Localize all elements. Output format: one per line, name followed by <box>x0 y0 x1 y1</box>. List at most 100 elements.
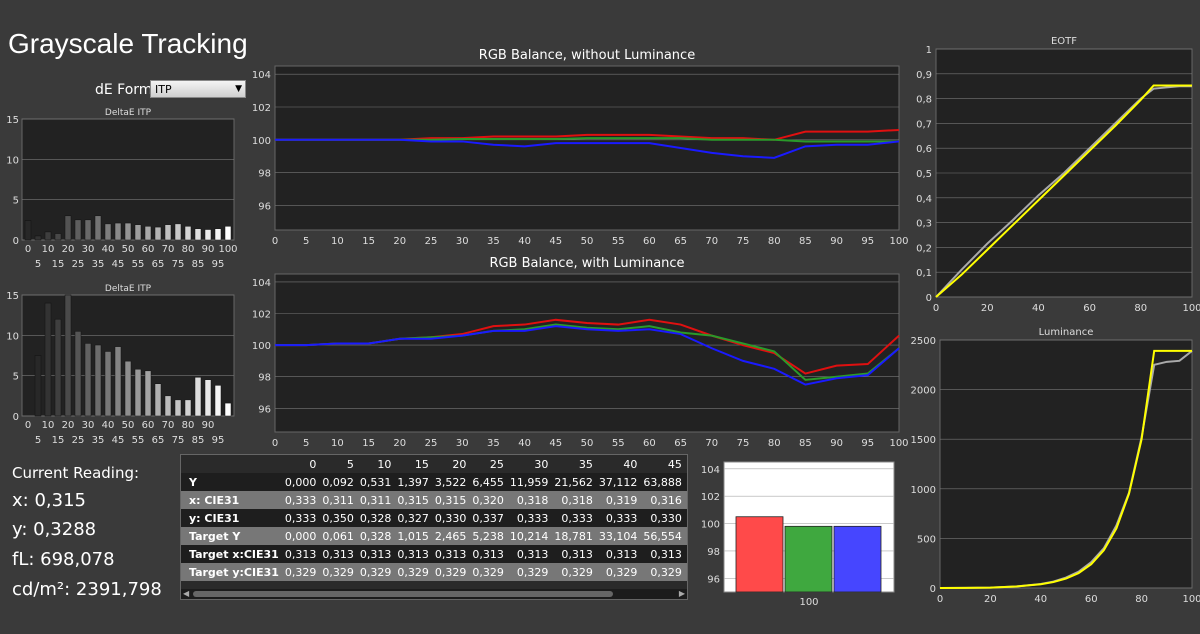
x-tick-label: 60 <box>1085 594 1098 605</box>
table-cell: 21,562 <box>551 473 596 491</box>
table-cell: 0,328 <box>356 527 395 545</box>
rgb-bar-chart: 96 98 100 102 104 100 <box>701 461 895 608</box>
x-tick-label: 90 <box>202 244 215 255</box>
bar <box>224 226 232 241</box>
scroll-left-icon[interactable]: ◀ <box>183 589 190 598</box>
series-line <box>939 349 1192 589</box>
de-formula-select[interactable]: ITP ▼ <box>150 80 246 98</box>
table-header-cell: 40 <box>623 457 638 471</box>
bar <box>94 215 102 241</box>
y-tick-label: 0 <box>13 412 19 423</box>
x-tick-label: 10 <box>42 420 55 431</box>
bar <box>144 370 152 417</box>
table-scrollbar[interactable]: ◀ ▶ <box>181 589 687 599</box>
y-tick-label: 0,3 <box>916 219 932 230</box>
measurement-table[interactable]: 05101520253035404550Y0,0000,0920,5311,39… <box>180 454 688 600</box>
table-cell: 0,329 <box>506 563 552 581</box>
x-tick-label: 70 <box>162 244 175 255</box>
bar <box>134 368 142 417</box>
de-formula-value: ITP <box>155 83 172 96</box>
bar <box>44 302 52 417</box>
x-tick-label: 5 <box>35 259 41 270</box>
table-header-cell: 5 <box>346 457 354 471</box>
chart-title: Luminance <box>1039 327 1094 338</box>
y-tick-label: 5 <box>13 196 19 207</box>
x-tick-label: 85 <box>192 259 205 270</box>
table-cell: 0,000 <box>281 527 320 545</box>
x-tick-label: 60 <box>643 236 656 247</box>
x-tick-label: 0 <box>25 420 31 431</box>
table-cell: 0,329 <box>319 563 357 581</box>
y-tick-label: 96 <box>258 404 271 415</box>
x-tick-label: 20 <box>984 594 997 605</box>
bar <box>54 318 62 417</box>
table-cell: 0,350 <box>319 509 357 527</box>
x-tick-label: 90 <box>202 420 215 431</box>
x-tick-label: 30 <box>456 236 469 247</box>
table-cell: 63,888 <box>640 473 685 491</box>
bar <box>164 224 172 241</box>
bar <box>224 402 232 417</box>
x-tick-label: 55 <box>612 438 625 449</box>
x-tick-label: 45 <box>549 236 562 247</box>
x-tick-label: 15 <box>52 259 65 270</box>
y-tick-label: 0,5 <box>916 169 932 180</box>
table-cell: 0,313 <box>640 545 685 563</box>
x-tick-label: 50 <box>122 420 135 431</box>
table-cell: 0,329 <box>640 563 685 581</box>
reading-fl: fL: 698,078 <box>12 549 115 570</box>
table-cell: 0,330 <box>431 509 470 527</box>
table-cell: 94,378 <box>684 527 687 545</box>
chart-title: EOTF <box>1051 36 1077 47</box>
x-tick-label: 40 <box>102 244 115 255</box>
table-header-cell: 25 <box>489 457 504 471</box>
y-tick-label: 0,1 <box>916 268 932 279</box>
reading-x: x: 0,315 <box>12 490 86 511</box>
x-tick-label: 35 <box>487 438 500 449</box>
table-cell: 0,311 <box>319 491 357 509</box>
y-tick-label: 98 <box>258 169 271 180</box>
y-tick-label: 104 <box>252 278 271 289</box>
x-tick-label: 0 <box>933 303 939 314</box>
table-cell: 10,214 <box>506 527 552 545</box>
x-tick-label: 90 <box>830 438 843 449</box>
chart-title: RGB Balance, without Luminance <box>479 48 695 63</box>
table-cell: 1,015 <box>394 527 432 545</box>
bar <box>214 228 222 241</box>
y-tick-label: 15 <box>6 115 19 126</box>
x-tick-label: 35 <box>92 435 105 446</box>
chart-title: DeltaE ITP <box>105 108 152 118</box>
chevron-down-icon: ▼ <box>235 84 242 94</box>
row-label: Target Y <box>181 527 282 545</box>
table-row: Target y:CIE31 0,329 0,329 0,329 0,329 0,329 0… <box>181 563 687 581</box>
plot-area <box>274 65 900 231</box>
table-cell: 0,313 <box>506 545 552 563</box>
x-tick-label: 100 <box>1182 594 1200 605</box>
table-cell: 0,329 <box>394 563 432 581</box>
x-tick-label: 85 <box>799 236 812 247</box>
table-cell: 0,315 <box>431 491 470 509</box>
table-cell: 0,329 <box>551 563 596 581</box>
x-tick-label: 80 <box>1135 594 1148 605</box>
y-tick-label: 98 <box>707 547 720 558</box>
scrollbar-thumb[interactable] <box>193 591 613 597</box>
bar <box>104 351 112 417</box>
y-tick-label: 0,9 <box>916 70 932 81</box>
y-tick-label: 2000 <box>911 386 936 397</box>
scroll-right-icon[interactable]: ▶ <box>678 589 685 598</box>
row-label: Target y:CIE31 <box>181 563 282 581</box>
table-cell: 18,781 <box>551 527 596 545</box>
x-tick-label: 40 <box>102 420 115 431</box>
bar <box>784 525 833 593</box>
x-tick-label: 50 <box>581 438 594 449</box>
table-header-cell: 0 <box>309 457 317 471</box>
x-tick-label: 70 <box>705 236 718 247</box>
x-tick-label: 15 <box>362 438 375 449</box>
bar <box>104 223 112 241</box>
table-header-cell <box>181 455 282 473</box>
y-tick-label: 104 <box>252 70 271 81</box>
x-tick-label: 30 <box>82 244 95 255</box>
table-header-cell: 50 <box>685 455 687 473</box>
table-cell: 0,329 <box>595 563 641 581</box>
